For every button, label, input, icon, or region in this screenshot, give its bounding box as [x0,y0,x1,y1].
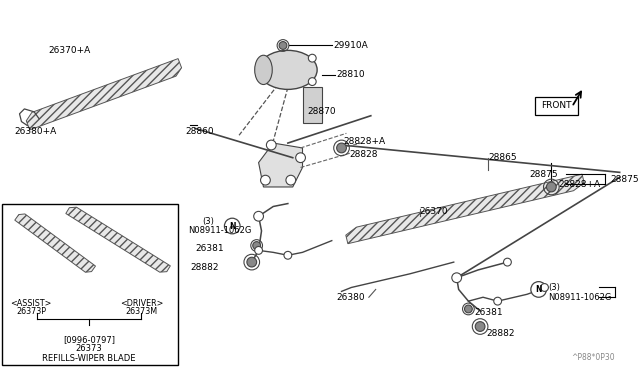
Text: ^P88*0P30: ^P88*0P30 [571,353,615,362]
Text: 26370: 26370 [420,207,448,216]
Circle shape [337,143,346,153]
Text: 28865: 28865 [488,153,516,162]
Circle shape [296,153,305,163]
Circle shape [308,78,316,86]
Text: 28870: 28870 [307,108,336,116]
Polygon shape [26,59,182,130]
Circle shape [308,54,316,62]
Circle shape [253,242,260,250]
Circle shape [286,175,296,185]
Circle shape [504,258,511,266]
Ellipse shape [259,50,317,89]
Text: N08911-1062G: N08911-1062G [548,293,612,302]
Text: 28875: 28875 [610,175,639,184]
Text: 28828+A: 28828+A [558,180,600,189]
Circle shape [253,211,264,221]
Text: 28828: 28828 [349,150,378,159]
Text: <ASSIST>: <ASSIST> [10,299,52,308]
Text: (3): (3) [202,217,214,226]
Circle shape [476,322,485,331]
Bar [535,97,578,115]
Polygon shape [259,143,303,187]
Text: 26381: 26381 [195,244,224,253]
Text: N: N [536,285,542,294]
Text: N: N [229,221,236,231]
Text: 26373: 26373 [76,344,102,353]
Text: FRONT: FRONT [541,102,572,110]
Text: 28882: 28882 [190,263,219,272]
Text: (3): (3) [548,283,560,292]
Circle shape [452,273,461,283]
Polygon shape [66,207,170,272]
Text: 29910A: 29910A [333,41,369,50]
Circle shape [547,182,556,192]
Circle shape [225,218,240,234]
Text: 28875: 28875 [529,170,558,179]
Text: 26370+A: 26370+A [49,46,91,55]
Circle shape [541,283,548,291]
Circle shape [255,247,262,254]
Text: 28860: 28860 [186,127,214,136]
Text: 26373M: 26373M [125,307,157,316]
Circle shape [247,257,257,267]
Circle shape [284,251,292,259]
Text: 26380+A: 26380+A [15,127,57,136]
Text: <DRIVER>: <DRIVER> [120,299,163,308]
Circle shape [279,42,287,49]
Bar [303,87,322,122]
Bar [2,203,177,365]
Text: 28810: 28810 [337,70,365,79]
Ellipse shape [255,55,272,84]
Circle shape [260,175,270,185]
Text: N08911-1062G: N08911-1062G [188,227,252,235]
Text: REFILLS-WIPER BLADE: REFILLS-WIPER BLADE [42,354,136,363]
Circle shape [531,282,547,297]
Circle shape [266,140,276,150]
Circle shape [494,297,502,305]
Text: 28882: 28882 [486,329,515,338]
Text: [0996-0797]: [0996-0797] [63,335,115,344]
Polygon shape [15,214,95,272]
Text: 28828+A: 28828+A [344,137,386,145]
Polygon shape [346,174,584,244]
Circle shape [465,305,472,313]
Text: 26373P: 26373P [16,307,46,316]
Text: 26381: 26381 [474,308,503,317]
Text: 26380: 26380 [337,293,365,302]
